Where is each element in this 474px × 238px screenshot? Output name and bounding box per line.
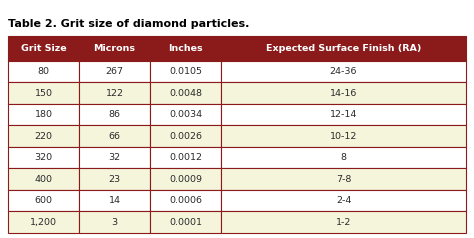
Bar [79, 104, 150, 125]
Bar [150, 147, 221, 169]
Text: 24-36: 24-36 [330, 67, 357, 76]
Bar [79, 36, 150, 61]
Text: 0.0105: 0.0105 [169, 67, 202, 76]
Bar [150, 82, 221, 104]
Text: 0.0006: 0.0006 [169, 196, 202, 205]
Text: Grit Size: Grit Size [21, 44, 66, 53]
Text: 23: 23 [109, 175, 120, 184]
Text: 7-8: 7-8 [336, 175, 351, 184]
Text: 0.0026: 0.0026 [169, 132, 202, 141]
Text: 220: 220 [35, 132, 53, 141]
Text: 32: 32 [109, 153, 120, 162]
Bar [79, 147, 150, 169]
Bar [221, 82, 466, 104]
Text: 320: 320 [35, 153, 53, 162]
Text: 267: 267 [106, 67, 124, 76]
Bar [221, 125, 466, 147]
Text: 150: 150 [35, 89, 53, 98]
Text: 10-12: 10-12 [330, 132, 357, 141]
Text: 14-16: 14-16 [330, 89, 357, 98]
Bar [79, 125, 150, 147]
Bar [8, 82, 79, 104]
Bar [79, 82, 150, 104]
Text: Table 2. Grit size of diamond particles.: Table 2. Grit size of diamond particles. [8, 19, 249, 29]
Text: 3: 3 [111, 218, 118, 227]
Bar [150, 190, 221, 212]
Bar [221, 169, 466, 190]
Bar [150, 125, 221, 147]
Bar [8, 36, 79, 61]
Text: 80: 80 [37, 67, 49, 76]
Text: 400: 400 [35, 175, 53, 184]
Bar [221, 36, 466, 61]
Text: 2-4: 2-4 [336, 196, 351, 205]
Text: 1-2: 1-2 [336, 218, 351, 227]
Bar [221, 147, 466, 169]
Text: Inches: Inches [168, 44, 203, 53]
Text: 86: 86 [109, 110, 120, 119]
Bar [8, 125, 79, 147]
Bar [150, 61, 221, 82]
Text: 600: 600 [35, 196, 53, 205]
Bar [150, 169, 221, 190]
Text: 12-14: 12-14 [330, 110, 357, 119]
Text: 0.0001: 0.0001 [169, 218, 202, 227]
Bar [221, 61, 466, 82]
Bar [150, 36, 221, 61]
Bar [8, 212, 79, 233]
Bar [221, 190, 466, 212]
Bar [150, 212, 221, 233]
Text: 180: 180 [35, 110, 53, 119]
Text: Expected Surface Finish (RA): Expected Surface Finish (RA) [266, 44, 421, 53]
Bar [79, 169, 150, 190]
Text: 0.0034: 0.0034 [169, 110, 202, 119]
Bar [79, 61, 150, 82]
Text: 122: 122 [106, 89, 124, 98]
Text: 14: 14 [109, 196, 120, 205]
Bar [8, 190, 79, 212]
Bar [221, 104, 466, 125]
Bar [79, 212, 150, 233]
Text: 1,200: 1,200 [30, 218, 57, 227]
Bar [221, 212, 466, 233]
Bar [8, 169, 79, 190]
Text: 0.0009: 0.0009 [169, 175, 202, 184]
Text: 0.0048: 0.0048 [169, 89, 202, 98]
Bar [79, 190, 150, 212]
Bar [8, 147, 79, 169]
Text: 0.0012: 0.0012 [169, 153, 202, 162]
Bar [150, 104, 221, 125]
Text: 66: 66 [109, 132, 120, 141]
Bar [8, 104, 79, 125]
Text: 8: 8 [340, 153, 346, 162]
Text: Microns: Microns [93, 44, 136, 53]
Bar [8, 61, 79, 82]
